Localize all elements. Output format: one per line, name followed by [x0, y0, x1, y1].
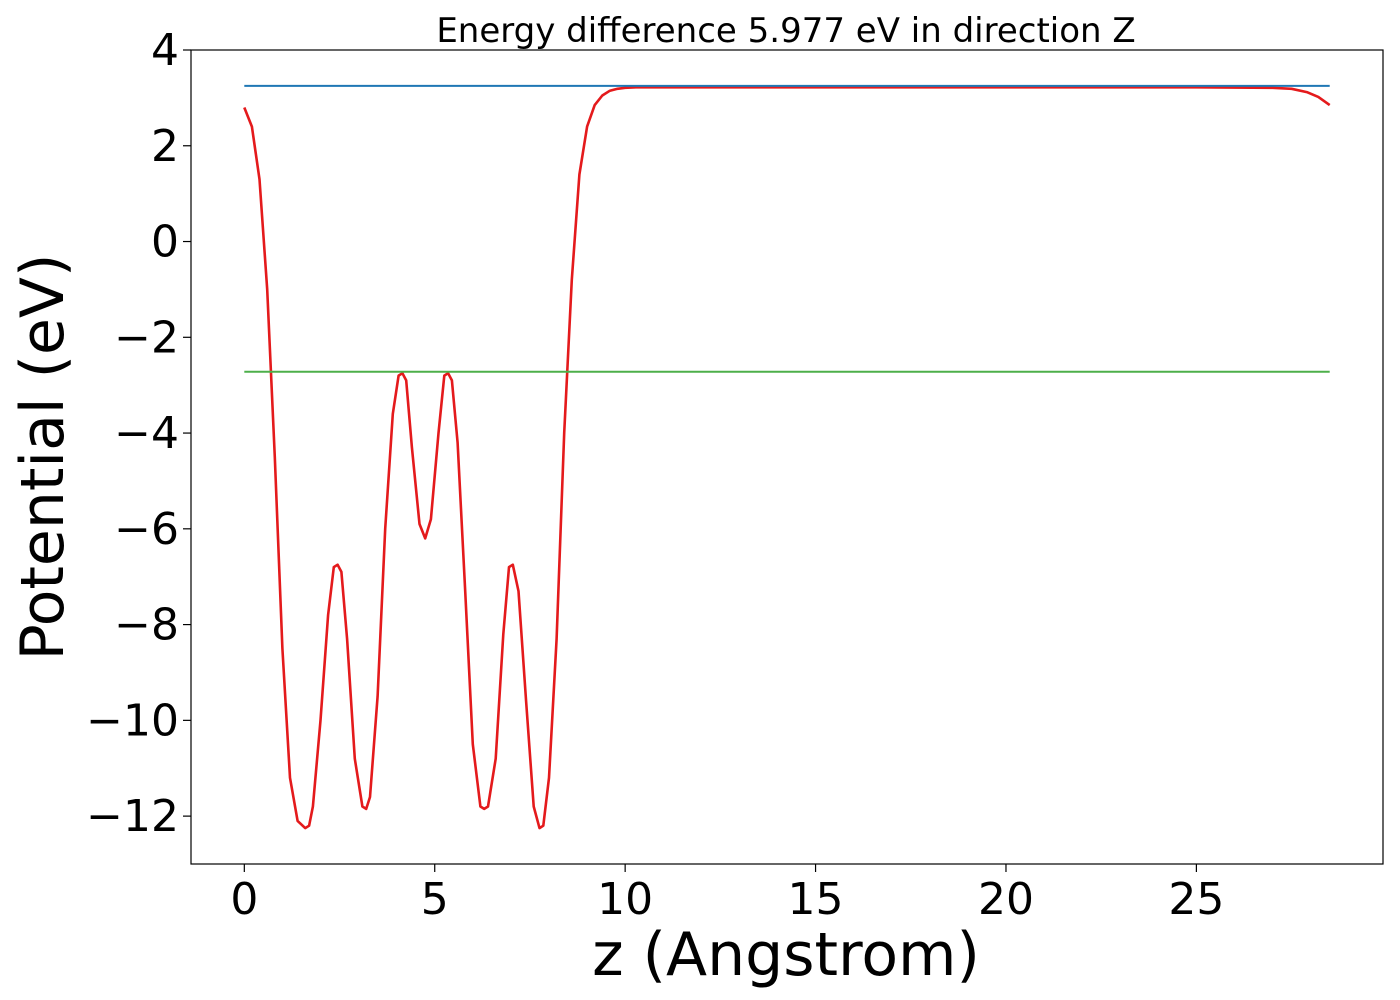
y-tick-label: −12	[86, 791, 179, 842]
x-tick-label: 20	[978, 874, 1034, 925]
x-axis-label: z (Angstrom)	[592, 920, 980, 990]
chart-title: Energy difference 5.977 eV in direction …	[436, 11, 1135, 51]
x-tick-label: 10	[597, 874, 653, 925]
x-tick-label: 15	[788, 874, 844, 925]
x-tick-label: 5	[421, 874, 449, 925]
y-tick-label: −2	[114, 312, 179, 363]
y-tick-label: 0	[151, 217, 179, 268]
series-layer	[243, 84, 1331, 830]
y-tick-label: 4	[151, 25, 179, 76]
x-tick-label: 25	[1168, 874, 1224, 925]
y-axis: 4 2 0 −2 −4 −6 −8 −10 −12	[86, 25, 191, 842]
y-tick-label: −10	[86, 695, 179, 746]
y-tick-label: −8	[114, 600, 179, 651]
x-tick-label: 0	[230, 874, 258, 925]
y-tick-label: −6	[114, 504, 179, 555]
series-line-0	[243, 86, 1331, 830]
y-tick-label: −4	[114, 408, 179, 459]
y-axis-label: Potential (eV)	[8, 254, 78, 661]
x-axis: 0 5 10 15 20 25	[230, 864, 1224, 925]
plot-frame	[190, 49, 1384, 865]
y-tick-label: 2	[151, 121, 179, 172]
